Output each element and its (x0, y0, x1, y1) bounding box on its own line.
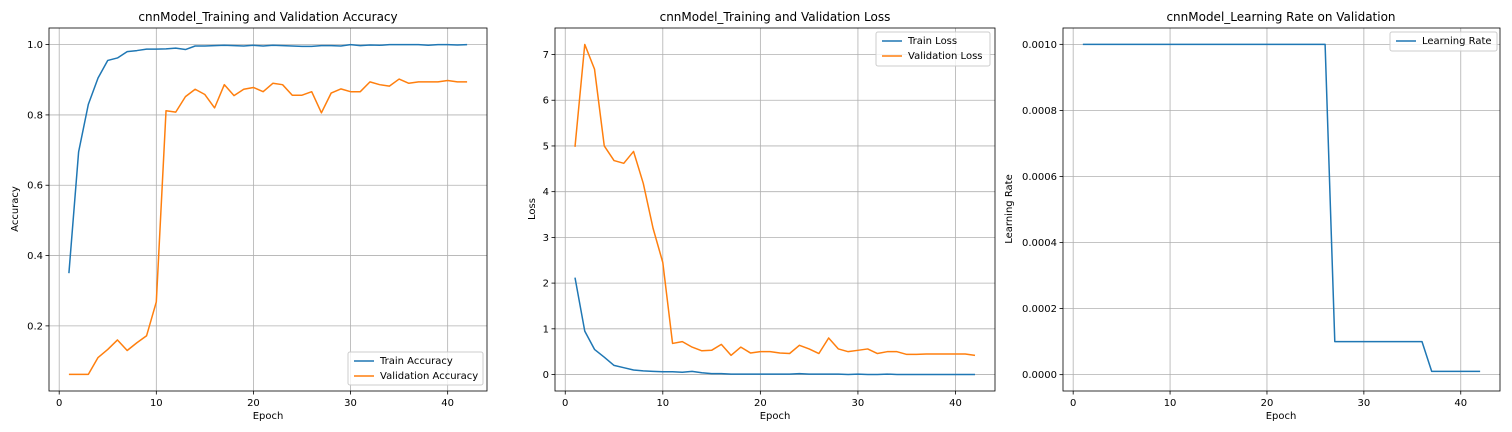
y-tick-label: 0.0000 (1022, 370, 1057, 381)
x-tick-label: 20 (1261, 398, 1274, 409)
x-axis-label: Epoch (1266, 411, 1297, 422)
y-tick-label: 0.0006 (1022, 172, 1057, 183)
y-axis-label: Learning Rate (1004, 174, 1015, 244)
y-tick-label: 0.0002 (1022, 304, 1057, 315)
x-tick-label: 30 (344, 398, 357, 409)
x-axis-label: Epoch (760, 411, 791, 422)
y-tick-label: 0.0010 (1022, 40, 1057, 51)
series-line-train-loss (574, 277, 975, 376)
x-tick-label: 10 (150, 398, 163, 409)
y-tick-label: 1 (543, 324, 549, 335)
x-tick-label: 0 (56, 398, 62, 409)
x-tick-label: 20 (247, 398, 260, 409)
series-line-train-accuracy (68, 43, 468, 274)
y-tick-label: 0 (543, 370, 549, 381)
x-tick-label: 0 (1070, 398, 1076, 409)
y-tick-label: 6 (543, 96, 549, 107)
y-tick-label: 0.6 (27, 181, 43, 192)
x-tick-label: 30 (1357, 398, 1370, 409)
chart-title: cnnModel_Training and Validation Loss (660, 10, 891, 24)
learning-rate-chart: cnnModel_Learning Rate on Validation Epo… (1004, 10, 1501, 422)
legend-label-learning-rate: Learning Rate (1422, 36, 1492, 47)
axes-frame (48, 27, 488, 392)
x-axis-label: Epoch (253, 411, 284, 422)
axes-frame (554, 27, 996, 392)
y-tick-label: 0.2 (27, 321, 43, 332)
y-tick-label: 1.0 (27, 40, 43, 51)
y-tick-label: 3 (543, 233, 549, 244)
legend-box (1389, 31, 1498, 52)
legend: Train Loss Validation Loss (875, 31, 991, 67)
x-tick-label: 10 (1164, 398, 1177, 409)
y-tick-label: 2 (543, 279, 549, 290)
x-tick-label: 10 (656, 398, 669, 409)
y-tick-label: 7 (543, 50, 549, 61)
legend: Train Accuracy Validation Accuracy (347, 351, 484, 386)
legend-label-train-loss: Train Loss (907, 36, 957, 47)
legend-label-validation-accuracy: Validation Accuracy (380, 371, 478, 382)
y-tick-label: 0.0004 (1022, 238, 1057, 249)
accuracy-plot-area: 0 10 20 30 40 0.2 0.4 0.6 0.8 1.0 (27, 27, 488, 409)
series-line-learning-rate (1082, 43, 1481, 373)
y-axis-label: Loss (527, 198, 538, 220)
y-tick-label: 0.0008 (1022, 106, 1057, 117)
x-tick-label: 0 (562, 398, 568, 409)
chart-title: cnnModel_Training and Validation Accurac… (138, 10, 397, 24)
axes-frame (1062, 27, 1501, 392)
chart-title: cnnModel_Learning Rate on Validation (1166, 10, 1395, 24)
y-tick-label: 5 (543, 141, 549, 152)
y-tick-label: 0.8 (27, 110, 43, 121)
learning-rate-plot-area: 0 10 20 30 40 0.0000 0.0002 0.0004 0.0006 0.0008 0… (1022, 27, 1501, 409)
loss-plot-area: 0 10 20 30 40 0 1 2 3 4 5 6 7 (543, 27, 996, 409)
accuracy-chart: cnnModel_Training and Validation Accurac… (10, 10, 488, 422)
x-tick-label: 40 (1454, 398, 1467, 409)
series-line-validation-accuracy (68, 78, 468, 376)
y-tick-label: 0.4 (27, 251, 43, 262)
series-line-validation-loss (574, 43, 976, 357)
legend-label-validation-loss: Validation Loss (908, 51, 983, 62)
x-tick-label: 40 (441, 398, 454, 409)
legend-label-train-accuracy: Train Accuracy (379, 356, 453, 367)
y-tick-label: 4 (543, 187, 549, 198)
loss-chart: cnnModel_Training and Validation Loss Ep… (527, 10, 996, 422)
legend: Learning Rate (1389, 31, 1498, 52)
y-axis-label: Accuracy (10, 186, 21, 232)
x-tick-label: 30 (852, 398, 865, 409)
x-tick-label: 20 (754, 398, 767, 409)
legend-box (875, 31, 991, 67)
x-tick-label: 40 (949, 398, 962, 409)
legend-box (347, 351, 484, 386)
